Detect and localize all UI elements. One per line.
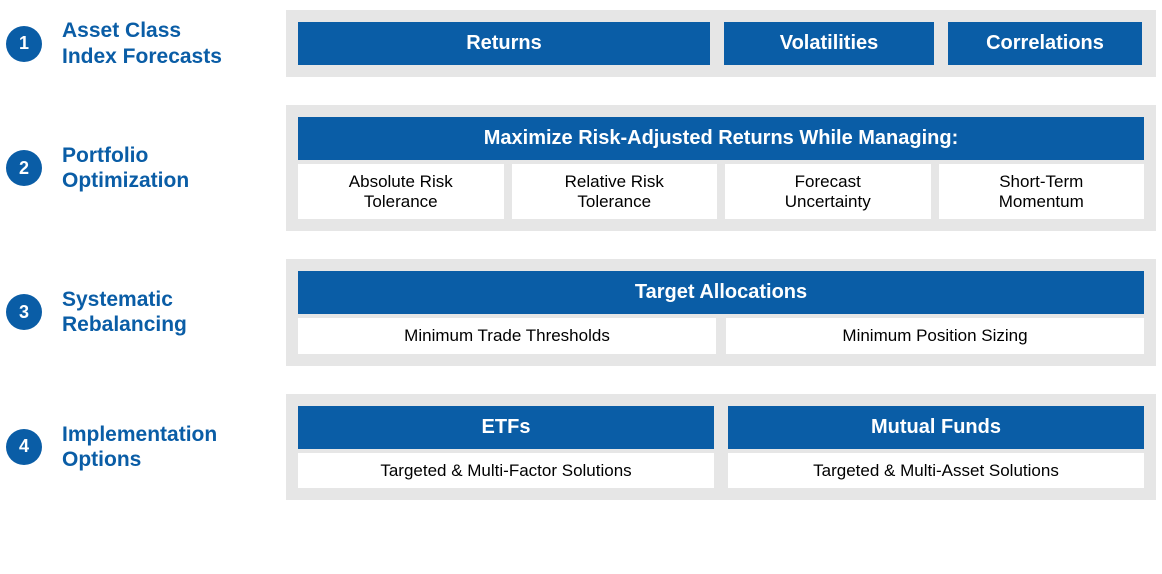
- step-4-num: 4: [19, 436, 29, 457]
- step-1-label: Asset ClassIndex Forecasts: [62, 18, 222, 68]
- step-1-circle: 1: [6, 26, 42, 62]
- step-3-circle: 3: [6, 294, 42, 330]
- step-2-header: Maximize Risk-Adjusted Returns While Man…: [298, 117, 1144, 160]
- step-3-header: Target Allocations: [298, 271, 1144, 314]
- step-4-header-etfs: ETFs: [298, 406, 714, 449]
- step-1-header-returns: Returns: [298, 22, 710, 65]
- step-4-label: ImplementationOptions: [62, 422, 217, 472]
- step-2-label: PortfolioOptimization: [62, 143, 189, 193]
- step-1-num: 1: [19, 33, 29, 54]
- step-3-panel: Target Allocations Minimum Trade Thresho…: [286, 259, 1156, 366]
- step-3-num: 3: [19, 302, 29, 323]
- step-2-num: 2: [19, 158, 29, 179]
- step-3-left: 3 SystematicRebalancing: [6, 259, 286, 366]
- step-1-header-correlations: Correlations: [948, 22, 1142, 65]
- step-4-sub-mutual-funds: Targeted & Multi-Asset Solutions: [728, 453, 1144, 489]
- step-2-left: 2 PortfolioOptimization: [6, 105, 286, 231]
- step-2-panel: Maximize Risk-Adjusted Returns While Man…: [286, 105, 1156, 231]
- step-4-circle: 4: [6, 429, 42, 465]
- step-4-panel: ETFs Targeted & Multi-Factor Solutions M…: [286, 394, 1156, 501]
- step-2-sub-short-term-momentum: Short-TermMomentum: [939, 164, 1145, 219]
- step-1-header-volatilities: Volatilities: [724, 22, 934, 65]
- step-2-sub-forecast-uncertainty: ForecastUncertainty: [725, 164, 931, 219]
- step-2-sub-absolute-risk: Absolute RiskTolerance: [298, 164, 504, 219]
- step-4-header-mutual-funds: Mutual Funds: [728, 406, 1144, 449]
- step-1-left: 1 Asset ClassIndex Forecasts: [6, 10, 286, 77]
- step-3-sub-min-position: Minimum Position Sizing: [726, 318, 1144, 354]
- step-1-panel: Returns Volatilities Correlations: [286, 10, 1156, 77]
- step-3-label: SystematicRebalancing: [62, 287, 187, 337]
- step-4-sub-etfs: Targeted & Multi-Factor Solutions: [298, 453, 714, 489]
- step-3-sub-min-trade: Minimum Trade Thresholds: [298, 318, 716, 354]
- step-4-left: 4 ImplementationOptions: [6, 394, 286, 501]
- step-2-circle: 2: [6, 150, 42, 186]
- step-2-sub-relative-risk: Relative RiskTolerance: [512, 164, 718, 219]
